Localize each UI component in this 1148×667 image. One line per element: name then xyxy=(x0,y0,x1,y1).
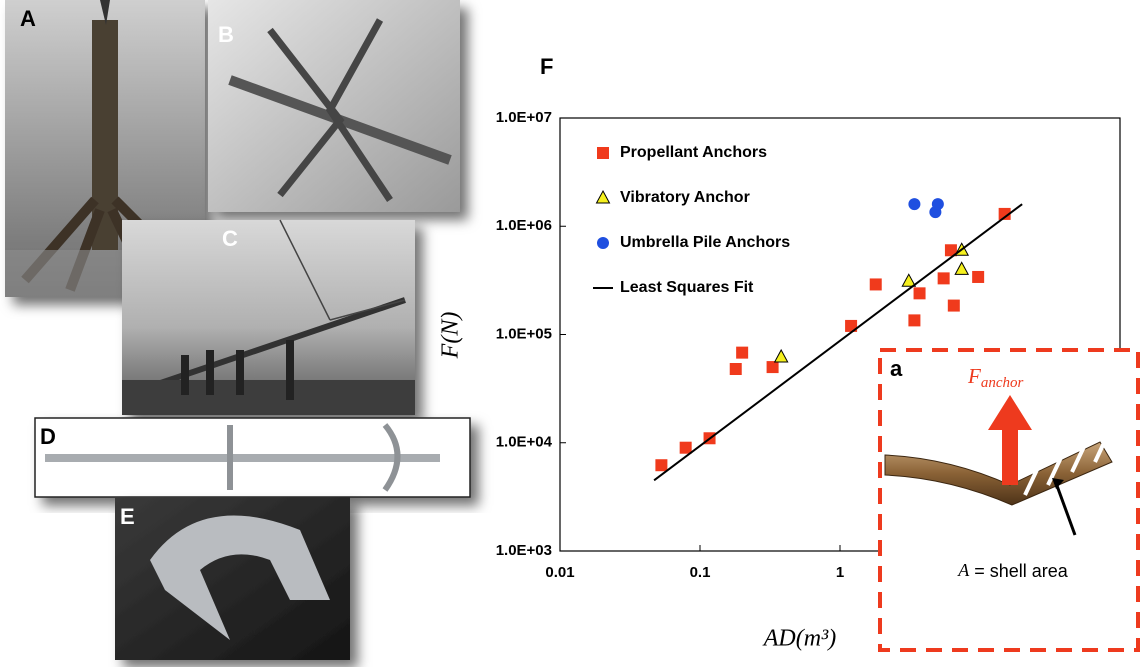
square-marker xyxy=(944,244,957,257)
panel-label: B xyxy=(218,22,234,47)
legend-label: Propellant Anchors xyxy=(620,144,767,161)
photo-c xyxy=(122,219,415,415)
legend-label: Vibratory Anchor xyxy=(620,189,750,206)
inset-label: a xyxy=(890,356,903,381)
y-tick-label: 1.0E+03 xyxy=(496,542,552,559)
y-tick-label: 1.0E+05 xyxy=(496,325,552,342)
x-tick-label: 1 xyxy=(836,564,844,581)
square-marker xyxy=(655,459,668,472)
square-marker xyxy=(597,147,609,159)
pointer-head xyxy=(1052,478,1064,489)
square-marker xyxy=(998,207,1011,220)
square-marker xyxy=(736,346,749,359)
triangle-marker xyxy=(595,189,611,204)
legend: Propellant Anchors Vibratory Anchor Umbrel… xyxy=(593,144,790,296)
force-arrow xyxy=(988,395,1032,485)
y-tick-label: 1.0E+04 xyxy=(496,434,553,451)
x-tick-label: 0.1 xyxy=(690,564,711,581)
x-axis-label: AD(m³) xyxy=(762,626,837,652)
square-marker xyxy=(947,299,960,312)
panel-label: D xyxy=(40,424,56,449)
square-marker xyxy=(729,363,742,376)
force-subscript: anchor xyxy=(981,375,1024,391)
pointer-arrow xyxy=(1054,482,1077,536)
panel-label: E xyxy=(120,504,135,529)
square-marker xyxy=(679,441,692,454)
square-marker xyxy=(913,287,926,300)
x-tick-label: 0.01 xyxy=(545,564,574,581)
circle-marker xyxy=(931,198,944,211)
circle-marker xyxy=(597,237,609,249)
square-marker xyxy=(869,278,882,291)
legend-label: Umbrella Pile Anchors xyxy=(620,234,790,251)
panel-label: C xyxy=(222,226,238,251)
photo-e xyxy=(115,497,350,660)
caption-text: = shell area xyxy=(974,561,1069,581)
y-tick-label: 1.0E+06 xyxy=(496,217,552,234)
inset-caption: A = shell area xyxy=(957,560,1069,581)
caption-variable: A xyxy=(957,560,970,580)
shell xyxy=(884,441,1113,506)
fit-line xyxy=(653,203,1023,482)
square-marker xyxy=(972,270,985,283)
legend-label: Least Squares Fit xyxy=(620,279,754,296)
force-symbol: F xyxy=(967,364,981,388)
square-marker xyxy=(766,361,779,374)
circle-marker xyxy=(908,198,921,211)
chart-title: F xyxy=(540,54,553,79)
square-marker xyxy=(908,314,921,327)
shell-area-stripes xyxy=(1023,431,1111,496)
triangle-marker xyxy=(901,273,917,287)
y-axis-label: F(N) xyxy=(438,312,464,360)
triangle-marker xyxy=(773,348,789,363)
photo-d xyxy=(34,417,471,498)
force-label: Fanchor xyxy=(967,364,1023,392)
triangle-marker xyxy=(954,261,970,275)
square-marker xyxy=(937,272,950,285)
panel-label: A xyxy=(20,6,36,31)
square-marker xyxy=(845,319,858,332)
photo-b xyxy=(208,0,460,212)
inset: a Fanchor A = shell area xyxy=(878,348,1140,652)
plot: 1.0E+03 1.0E+04 1.0E+05 1.0E+06 1.0E+07 0.01 0… xyxy=(496,109,1023,581)
y-tick-label: 1.0E+07 xyxy=(496,109,552,126)
